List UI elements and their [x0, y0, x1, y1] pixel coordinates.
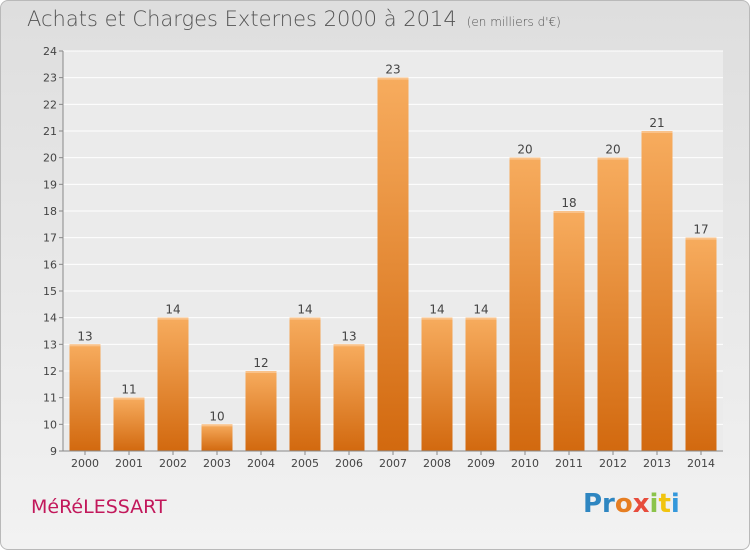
- y-tick-label: 18: [43, 205, 57, 218]
- bar-top-edge: [553, 211, 585, 213]
- x-tick-label: 2011: [555, 457, 583, 470]
- x-tick-label: 2004: [247, 457, 275, 470]
- data-label: 20: [605, 143, 620, 157]
- x-tick-label: 2006: [335, 457, 363, 470]
- bar-top-edge: [641, 131, 673, 133]
- x-tick-label: 2002: [159, 457, 187, 470]
- bar-top-edge: [333, 344, 365, 347]
- y-tick-label: 16: [43, 258, 57, 271]
- bar-2010: [509, 157, 541, 451]
- bar-2013: [641, 131, 673, 451]
- data-label: 11: [121, 383, 136, 397]
- data-label: 14: [165, 303, 180, 317]
- bar-top-edge: [201, 424, 233, 427]
- bar-top-edge: [685, 237, 717, 240]
- bar-top-edge: [289, 317, 321, 320]
- y-tick-label: 11: [43, 392, 57, 405]
- y-tick-label: 21: [43, 125, 57, 138]
- x-tick-label: 2005: [291, 457, 319, 470]
- x-tick-label: 2001: [115, 457, 143, 470]
- y-tick-label: 15: [43, 285, 57, 298]
- bar-2011: [553, 211, 585, 451]
- data-label: 18: [561, 196, 576, 210]
- logo-part: Pr: [583, 489, 615, 519]
- bar-2003: [201, 424, 233, 451]
- y-tick-label: 22: [43, 98, 57, 111]
- data-label: 13: [77, 329, 92, 343]
- bar-2008: [421, 317, 453, 451]
- bar-2005: [289, 317, 321, 451]
- bar-2004: [245, 371, 277, 451]
- bar-top-edge: [245, 371, 277, 373]
- x-tick-label: 2013: [643, 457, 671, 470]
- bar-2012: [597, 157, 629, 451]
- data-label: 14: [297, 303, 312, 317]
- chart-title: Achats et Charges Externes 2000 à 2014 (e…: [27, 7, 561, 31]
- y-tick-label: 10: [43, 418, 57, 431]
- x-tick-label: 2003: [203, 457, 231, 470]
- data-label: 13: [341, 329, 356, 343]
- x-tick-label: 2000: [71, 457, 99, 470]
- y-tick-label: 9: [50, 445, 57, 458]
- bar-2014: [685, 237, 717, 451]
- data-label: 23: [385, 63, 400, 77]
- x-tick-label: 2009: [467, 457, 495, 470]
- bar-2007: [377, 77, 409, 452]
- chart-title-text: Achats et Charges Externes 2000 à 2014: [27, 7, 457, 31]
- bar-top-edge: [465, 317, 497, 320]
- bar-top-edge: [113, 397, 145, 400]
- bar-2006: [333, 344, 365, 451]
- logo-part: x: [632, 489, 650, 519]
- x-tick-label: 2014: [687, 457, 715, 470]
- bar-top-edge: [509, 157, 541, 160]
- bar-2000: [69, 344, 101, 451]
- x-tick-label: 2008: [423, 457, 451, 470]
- data-label: 14: [473, 303, 488, 317]
- bar-2009: [465, 317, 497, 451]
- bar-top-edge: [69, 344, 101, 347]
- bar-2001: [113, 397, 145, 451]
- y-tick-label: 19: [43, 178, 57, 191]
- data-label: 20: [517, 143, 532, 157]
- y-tick-label: 24: [43, 45, 57, 58]
- proxiti-logo: Proxiti: [583, 489, 680, 519]
- logo-part: i: [649, 489, 659, 519]
- chart-subtitle: (en milliers d'€): [466, 15, 561, 29]
- logo-part: t: [658, 489, 671, 519]
- x-tick-label: 2010: [511, 457, 539, 470]
- bar-top-edge: [157, 317, 189, 320]
- bar-top-edge: [377, 77, 409, 80]
- y-tick-label: 23: [43, 72, 57, 85]
- data-label: 10: [209, 409, 224, 423]
- data-label: 14: [429, 303, 444, 317]
- logo-part: i: [670, 489, 680, 519]
- bar-top-edge: [421, 317, 453, 320]
- y-tick-label: 12: [43, 365, 57, 378]
- bar-2002: [157, 317, 189, 451]
- y-tick-label: 13: [43, 338, 57, 351]
- y-tick-label: 14: [43, 312, 57, 325]
- bar-top-edge: [597, 157, 629, 160]
- x-tick-label: 2007: [379, 457, 407, 470]
- y-tick-label: 20: [43, 152, 57, 165]
- data-label: 12: [253, 356, 268, 370]
- commune-name: MéRéLESSART: [31, 496, 167, 518]
- y-tick-label: 17: [43, 232, 57, 245]
- logo-part: o: [614, 489, 633, 519]
- x-tick-label: 2012: [599, 457, 627, 470]
- data-label: 21: [649, 116, 664, 130]
- data-label: 17: [693, 223, 708, 237]
